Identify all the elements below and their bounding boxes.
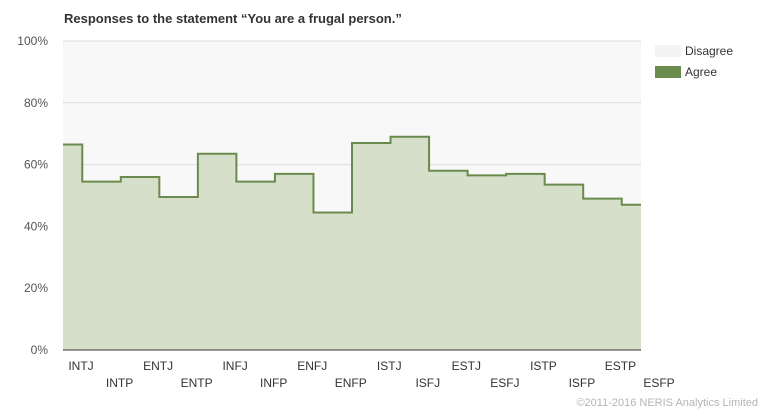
x-tick-label: INFJ	[222, 359, 247, 373]
x-tick-label: ISFJ	[415, 376, 440, 390]
agree-area-fill	[63, 136, 641, 350]
chart-title: Responses to the statement “You are a fr…	[64, 11, 402, 26]
legend-label-disagree: Disagree	[685, 43, 734, 58]
x-tick-label: ESFP	[643, 376, 674, 390]
x-tick-label: ESTP	[605, 359, 636, 373]
x-tick-label: ENFP	[335, 376, 367, 390]
copyright-credit: ©2011-2016 NERIS Analytics Limited	[576, 397, 758, 409]
x-tick-label: ENTP	[181, 376, 213, 390]
x-tick-label: ENFJ	[297, 359, 327, 373]
legend-swatch-agree	[655, 65, 681, 78]
legend-item-agree[interactable]: Agree	[655, 61, 733, 82]
x-tick-label: ISFP	[569, 376, 596, 390]
x-tick-label: ISTP	[530, 359, 557, 373]
y-tick-label: 80%	[24, 96, 48, 110]
x-tick-label: ISTJ	[377, 359, 402, 373]
y-tick-label: 60%	[24, 158, 48, 172]
y-tick-label: 0%	[31, 343, 49, 357]
y-tick-label: 20%	[24, 281, 48, 295]
legend-swatch-disagree	[655, 44, 681, 57]
x-tick-label: ESFJ	[490, 376, 519, 390]
agree-step-line	[63, 135, 641, 214]
y-tick-label: 40%	[24, 219, 48, 233]
y-tick-label: 100%	[17, 34, 48, 48]
legend-label-agree: Agree	[685, 64, 718, 79]
x-tick-label: ESTJ	[452, 359, 481, 373]
x-tick-label: INTP	[106, 376, 133, 390]
x-tick-label: INFP	[260, 376, 287, 390]
legend-item-disagree[interactable]: Disagree	[655, 40, 733, 61]
x-tick-label: INTJ	[68, 359, 93, 373]
x-tick-label: ENTJ	[143, 359, 173, 373]
legend: Disagree Agree	[655, 40, 733, 82]
